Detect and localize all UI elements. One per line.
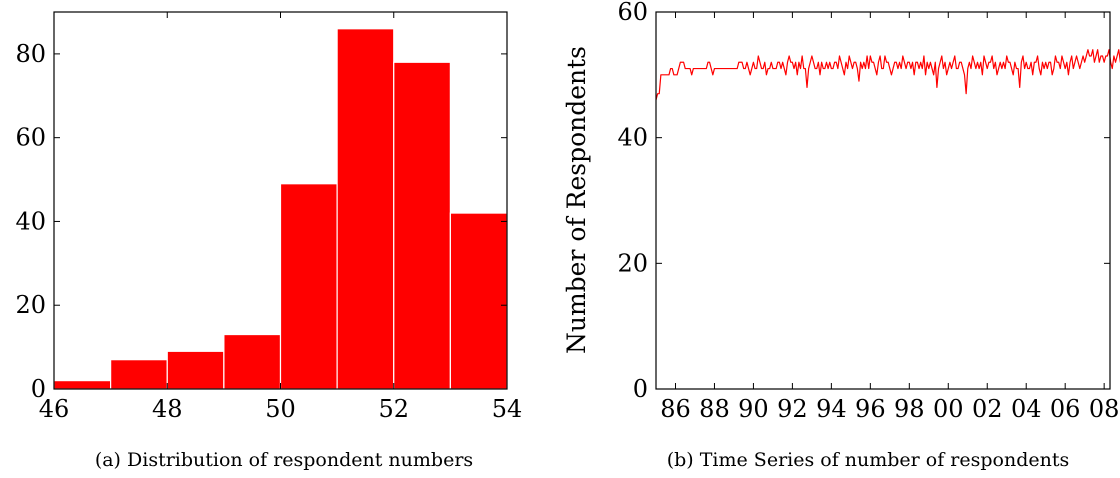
histogram-bar	[449, 212, 508, 390]
histogram-bar	[223, 333, 282, 390]
timeseries-y-axis-label: Number of Respondents	[562, 46, 591, 354]
y-tick-label: 60	[15, 124, 46, 152]
x-tick-label: 06	[1050, 395, 1081, 423]
y-tick-label: 80	[15, 40, 46, 68]
x-tick-label: 52	[378, 395, 409, 423]
timeseries-plot-frame	[655, 11, 1111, 390]
histogram-bar	[336, 28, 395, 390]
x-tick-label: 86	[660, 395, 691, 423]
timeseries-caption: (b) Time Series of number of respondents	[667, 449, 1070, 471]
histogram-bar	[53, 380, 112, 390]
histogram-bar	[110, 359, 168, 390]
x-tick-label: 04	[1011, 395, 1042, 423]
x-tick-label: 88	[699, 395, 730, 423]
x-tick-label: 90	[738, 395, 769, 423]
histogram-caption: (a) Distribution of respondent numbers	[95, 449, 473, 471]
histogram-bar	[166, 350, 225, 390]
x-tick-label: 02	[972, 395, 1003, 423]
y-tick-label: 20	[15, 291, 46, 319]
y-tick-label: 40	[15, 207, 46, 235]
x-tick-label: 46	[39, 395, 70, 423]
histogram-panel: 46 48 50 52 54 0 20 40 60 80 (a) Distribution of …	[15, 11, 522, 471]
x-tick-label: 50	[265, 395, 296, 423]
x-tick-label: 94	[816, 395, 847, 423]
histogram-bars	[53, 28, 508, 390]
x-tick-label: 98	[894, 395, 925, 423]
x-tick-label: 48	[152, 395, 183, 423]
y-tick-label: 0	[31, 375, 46, 403]
y-tick-label: 60	[617, 0, 648, 26]
x-tick-label: 00	[933, 395, 964, 423]
y-tick-label: 0	[633, 375, 648, 403]
timeseries-line	[655, 49, 1120, 101]
histogram-ticks: 46 48 50 52 54 0 20 40 60 80	[15, 12, 522, 423]
y-tick-label: 20	[617, 249, 648, 277]
x-tick-label: 54	[492, 395, 523, 423]
x-tick-label: 08	[1089, 395, 1120, 423]
timeseries-ticks: 86 88 90 92 94 96 98 00 02 04 06 08 0 20 40 60	[617, 0, 1119, 423]
x-tick-label: 92	[777, 395, 808, 423]
timeseries-panel: 86 88 90 92 94 96 98 00 02 04 06 08 0 20 40 60 Number o…	[562, 0, 1120, 471]
histogram-bar	[279, 183, 338, 390]
x-tick-label: 96	[855, 395, 886, 423]
y-tick-label: 40	[617, 124, 648, 152]
histogram-bar	[393, 61, 451, 390]
